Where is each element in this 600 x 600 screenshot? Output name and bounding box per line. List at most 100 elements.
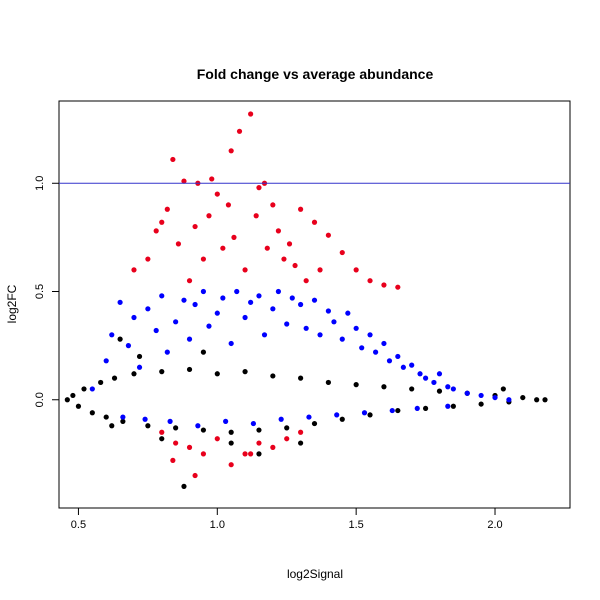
y-tick-label: 1.0 xyxy=(34,176,46,191)
blue-point xyxy=(103,358,109,364)
red-point xyxy=(303,278,309,284)
red-point xyxy=(284,436,290,442)
black-point xyxy=(228,429,234,435)
blue-point xyxy=(117,299,123,305)
blue-point xyxy=(109,332,115,338)
blue-point xyxy=(361,410,368,416)
plot-frame xyxy=(58,100,571,509)
red-point xyxy=(200,451,207,457)
blue-point xyxy=(317,332,323,338)
red-point xyxy=(248,451,254,457)
blue-point xyxy=(464,390,470,396)
black-point xyxy=(256,427,262,433)
black-point xyxy=(298,440,304,446)
y-axis-label: log2FC xyxy=(5,284,19,323)
blue-point xyxy=(381,340,387,347)
blue-point xyxy=(242,314,248,321)
black-point xyxy=(270,373,276,379)
black-point xyxy=(534,397,540,403)
blue-point xyxy=(275,288,281,295)
data-points xyxy=(64,111,548,489)
blue-point xyxy=(284,321,290,327)
red-point xyxy=(170,156,176,163)
red-point xyxy=(275,228,281,234)
black-point xyxy=(136,353,143,360)
blue-point xyxy=(145,306,151,312)
black-point xyxy=(228,440,234,446)
black-point xyxy=(542,397,548,403)
blue-point xyxy=(270,306,276,312)
black-point xyxy=(500,386,506,392)
red-point xyxy=(186,444,193,450)
black-point xyxy=(117,336,123,342)
black-point xyxy=(311,420,318,427)
x-tick-label: 1.5 xyxy=(349,519,364,531)
blue-point xyxy=(367,332,373,338)
black-point xyxy=(81,386,87,392)
black-point xyxy=(131,371,137,377)
blue-point xyxy=(142,416,148,422)
red-point xyxy=(242,451,248,457)
blue-point xyxy=(195,423,201,429)
red-point xyxy=(339,249,345,256)
blue-point xyxy=(345,310,351,316)
red-point xyxy=(209,176,215,182)
red-point xyxy=(256,185,262,191)
blue-point xyxy=(445,403,451,409)
blue-point xyxy=(492,394,498,401)
black-point xyxy=(381,384,387,390)
red-point xyxy=(231,234,237,240)
red-point xyxy=(298,206,304,212)
black-point xyxy=(409,386,415,392)
red-point xyxy=(200,256,207,262)
black-point xyxy=(89,410,95,416)
blue-point xyxy=(131,314,137,321)
black-point xyxy=(111,375,118,381)
black-point xyxy=(422,405,429,412)
blue-point xyxy=(200,288,207,295)
red-point xyxy=(214,436,220,442)
blue-point xyxy=(422,375,429,381)
x-tick-label: 2.0 xyxy=(487,519,502,531)
red-point xyxy=(131,267,137,273)
red-point xyxy=(170,457,176,463)
blue-point xyxy=(506,397,512,403)
blue-point xyxy=(436,371,443,377)
blue-point xyxy=(248,299,254,305)
red-point xyxy=(192,472,198,479)
blue-point xyxy=(173,319,179,325)
blue-point xyxy=(478,392,484,399)
blue-point xyxy=(334,412,340,418)
blue-point xyxy=(278,416,284,422)
blue-point xyxy=(395,353,401,360)
axis-ticks: 0.5 1.0 1.5 2.0 0.0 0.5 1.0 xyxy=(34,176,503,531)
blue-point xyxy=(298,301,304,308)
black-point xyxy=(256,451,262,457)
blue-point xyxy=(206,323,212,329)
red-point xyxy=(192,223,198,230)
blue-point xyxy=(417,371,423,377)
red-point xyxy=(281,256,287,262)
red-point xyxy=(186,278,193,284)
red-point xyxy=(228,148,234,154)
blue-point xyxy=(303,325,309,331)
blue-point xyxy=(359,345,365,351)
red-point xyxy=(367,278,373,284)
red-point xyxy=(292,262,298,269)
black-point xyxy=(367,412,373,418)
black-point xyxy=(186,366,193,373)
red-point xyxy=(286,241,293,247)
blue-point xyxy=(306,414,312,420)
red-point xyxy=(311,219,318,225)
black-point xyxy=(450,403,456,409)
red-point xyxy=(159,219,165,225)
blue-point xyxy=(136,364,143,370)
red-point xyxy=(248,111,254,117)
blue-point xyxy=(400,364,406,370)
blue-point xyxy=(289,295,295,301)
blue-point xyxy=(192,301,198,308)
black-point xyxy=(520,394,526,401)
red-point xyxy=(325,232,331,238)
blue-point xyxy=(311,297,318,303)
red-point xyxy=(298,429,304,435)
